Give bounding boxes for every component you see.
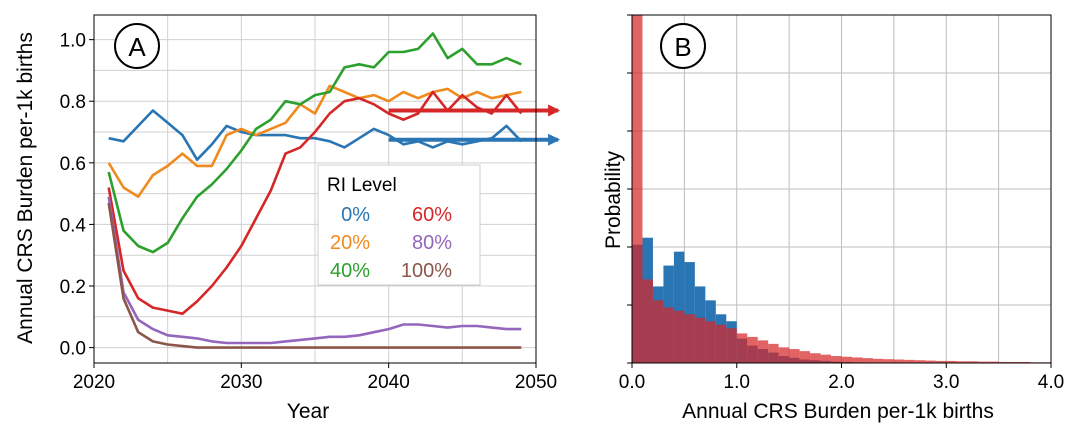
panel-a-arrows bbox=[388, 104, 561, 146]
panel-a-x-ticks: 2020 2030 2040 2050 bbox=[73, 363, 557, 393]
series-line-20pct bbox=[107, 84, 522, 198]
histogram-bar bbox=[946, 360, 957, 363]
x-tick-label: 2040 bbox=[368, 372, 410, 393]
histogram-bar bbox=[956, 361, 968, 363]
histogram-bar bbox=[768, 343, 779, 363]
histogram-bar bbox=[799, 351, 811, 363]
histogram-bar bbox=[1019, 361, 1031, 363]
histogram-bar bbox=[642, 279, 653, 363]
panel-b-bars-60pct bbox=[632, 15, 1051, 363]
x-tick-label: 4.0 bbox=[1038, 372, 1064, 393]
histogram-bar bbox=[778, 347, 790, 363]
histogram-bar bbox=[831, 356, 842, 363]
histogram-bar bbox=[1009, 361, 1020, 363]
histogram-bar bbox=[684, 262, 695, 363]
panel-a-series bbox=[107, 32, 523, 349]
x-tick-label: 2050 bbox=[515, 372, 557, 393]
panel-a-y-ticks: 0.0 0.2 0.4 0.6 0.8 1.0 bbox=[60, 31, 94, 360]
histogram-bar bbox=[652, 300, 664, 363]
legend-box bbox=[317, 164, 481, 286]
histogram-bar bbox=[988, 361, 999, 363]
panel-b-letter-circle bbox=[660, 23, 706, 69]
panel-b-x-ticks: 0.0 1.0 2.0 3.0 4.0 bbox=[619, 363, 1064, 393]
histogram-bar bbox=[914, 360, 926, 363]
histogram-bar bbox=[632, 15, 643, 363]
series-line-100pct bbox=[107, 202, 522, 349]
panel-a-letter: A bbox=[128, 32, 146, 62]
x-tick-label: 2020 bbox=[73, 372, 115, 393]
legend-entry-60pct: 60% bbox=[412, 204, 452, 226]
y-tick-label: 0.6 bbox=[60, 154, 86, 175]
legend-entry-40pct: 40% bbox=[330, 260, 370, 282]
histogram-bar bbox=[789, 349, 800, 363]
histogram-bar bbox=[872, 358, 884, 363]
histogram-bar bbox=[977, 361, 989, 363]
histogram-bar bbox=[705, 321, 716, 363]
histogram-bar bbox=[663, 307, 674, 363]
panel-a-plot-frame bbox=[93, 14, 537, 364]
histogram-bar bbox=[726, 328, 737, 363]
histogram-bar bbox=[757, 340, 769, 363]
panel-b-histogram: 0.0 1.0 2.0 3.0 4.0 B Annual CRS Burden per-… bbox=[602, 14, 1064, 423]
panel-a-line-chart: 2020 2030 2040 2050 0.0 0.2 0.4 0.6 0.8 1.0 A RI… bbox=[14, 14, 561, 423]
x-tick-label: 0.0 bbox=[619, 372, 645, 393]
series-line-40pct bbox=[107, 32, 522, 254]
series-line-60pct bbox=[107, 90, 523, 316]
histogram-bar bbox=[673, 310, 685, 363]
legend-entry-80pct: 80% bbox=[412, 232, 452, 254]
x-tick-label: 3.0 bbox=[933, 372, 959, 393]
panel-a-legend: RI Level 0% 20% 40% 60% 80% 100% bbox=[317, 164, 481, 286]
histogram-bar bbox=[925, 360, 936, 363]
x-tick-label: 2.0 bbox=[828, 372, 854, 393]
histogram-bar bbox=[736, 333, 748, 363]
histogram-bar bbox=[851, 357, 863, 363]
histogram-bar bbox=[883, 359, 894, 363]
histogram-bar bbox=[810, 353, 821, 363]
histogram-bar bbox=[715, 324, 727, 363]
y-tick-label: 1.0 bbox=[60, 31, 86, 52]
histogram-bar bbox=[673, 251, 685, 363]
x-tick-label: 2030 bbox=[220, 372, 262, 393]
histogram-bar bbox=[967, 361, 978, 363]
panel-a-xlabel: Year bbox=[287, 400, 329, 423]
histogram-bar bbox=[820, 354, 832, 363]
histogram-bar bbox=[935, 360, 947, 363]
histogram-bar bbox=[893, 359, 905, 363]
panel-b-ylabel: Probability bbox=[602, 150, 625, 249]
series-line-80pct bbox=[107, 196, 522, 345]
legend-entry-100pct: 100% bbox=[401, 260, 452, 282]
y-tick-label: 0.8 bbox=[60, 92, 86, 113]
histogram-bar bbox=[694, 317, 706, 363]
panel-b-y-ticks bbox=[627, 14, 632, 364]
histogram-bar bbox=[684, 314, 695, 363]
panel-a-letter-circle bbox=[114, 23, 160, 69]
legend-title: RI Level bbox=[327, 175, 397, 196]
histogram-bar bbox=[904, 359, 915, 363]
y-tick-label: 0.4 bbox=[60, 215, 87, 236]
panel-b-xlabel: Annual CRS Burden per-1k births bbox=[682, 400, 994, 423]
legend-entry-0pct: 0% bbox=[341, 204, 370, 226]
histogram-bar bbox=[747, 336, 758, 363]
histogram-bar bbox=[862, 358, 873, 363]
x-tick-label: 1.0 bbox=[724, 372, 750, 393]
series-line-0pct bbox=[108, 109, 523, 161]
legend-entry-20pct: 20% bbox=[330, 232, 370, 254]
histogram-bar bbox=[998, 361, 1010, 363]
panel-a-ylabel: Annual CRS Burden per-1k births bbox=[14, 32, 37, 344]
histogram-bar bbox=[841, 356, 852, 363]
y-tick-label: 0.2 bbox=[60, 277, 86, 298]
y-tick-label: 0.0 bbox=[60, 339, 86, 360]
panel-b-letter: B bbox=[674, 32, 691, 62]
